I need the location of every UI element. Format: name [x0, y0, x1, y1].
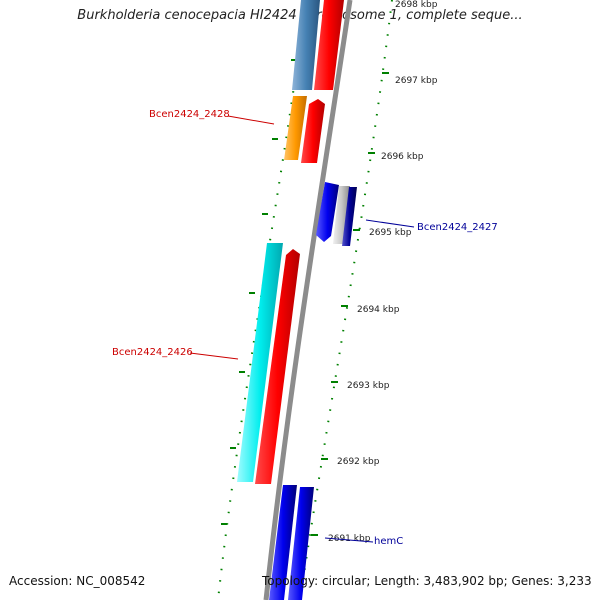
scale-label: 2695 kbp: [369, 228, 412, 238]
feature-arrow[interactable]: [316, 182, 339, 242]
label-leader: [324, 537, 374, 543]
scale-label: 2698 kbp: [395, 0, 438, 10]
feature-block[interactable]: [288, 487, 314, 600]
label-leader: [227, 115, 275, 125]
accession-text: Accession: NC_008542: [9, 574, 146, 588]
label-leader: [189, 352, 239, 360]
feature-block[interactable]: [237, 243, 283, 482]
scale-label: 2693 kbp: [347, 381, 390, 391]
gene-label-bcen2424-2427[interactable]: Bcen2424_2427: [417, 222, 498, 233]
genome-summary-text: Topology: circular; Length: 3,483,902 bp…: [262, 574, 592, 588]
feature-block[interactable]: [333, 186, 350, 244]
feature-arrow[interactable]: [301, 99, 325, 163]
feature-block[interactable]: [284, 96, 307, 160]
gene-label-bcen2424-2426[interactable]: Bcen2424_2426: [112, 347, 193, 358]
label-leader: [365, 219, 415, 228]
feature-arrow[interactable]: [255, 249, 300, 484]
scale-label: 2697 kbp: [395, 76, 438, 86]
backbone-line: [263, 0, 353, 600]
feature-block[interactable]: [342, 187, 357, 246]
feature-block[interactable]: [269, 485, 297, 600]
outer-tick-ring: [299, 0, 393, 600]
scale-label: 2692 kbp: [337, 457, 380, 467]
scale-label: 2694 kbp: [357, 305, 400, 315]
gene-label-bcen2424-2428[interactable]: Bcen2424_2428: [149, 109, 230, 120]
feature-block[interactable]: [314, 0, 344, 90]
feature-block[interactable]: [292, 0, 320, 90]
gene-label-hemc[interactable]: hemC: [374, 536, 403, 547]
scale-label: 2696 kbp: [381, 152, 424, 162]
scale-label: 2691 kbp: [328, 534, 371, 544]
